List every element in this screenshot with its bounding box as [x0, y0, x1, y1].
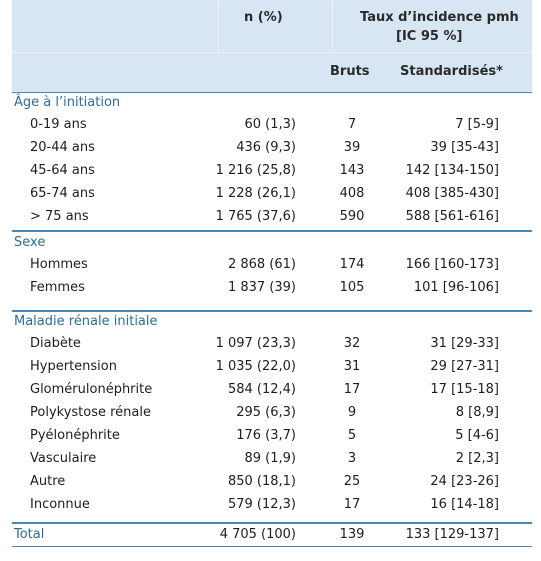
- row-label: Hypertension: [30, 359, 117, 374]
- header-divider: [12, 52, 532, 53]
- row-n: 295 (6,3): [236, 405, 296, 420]
- row-bruts: 590: [339, 209, 365, 224]
- row-label: Inconnue: [30, 497, 90, 512]
- row-standardises: 29 [27-31]: [430, 359, 499, 374]
- table-rule: [12, 546, 532, 547]
- table-row: Autre 850 (18,1) 25 24 [23-26]: [12, 470, 532, 493]
- row-n: 579 (12,3): [227, 497, 296, 512]
- row-label: Polykystose rénale: [30, 405, 151, 420]
- table-row: Polykystose rénale 295 (6,3) 9 8 [8,9]: [12, 401, 532, 424]
- table-row: Femmes 1 837 (39) 105 101 [96-106]: [12, 276, 532, 299]
- row-standardises: 24 [23-26]: [430, 474, 499, 489]
- row-label: Autre: [30, 474, 66, 489]
- table-row: Glomérulonéphrite 584 (12,4) 17 17 [15-18]: [12, 378, 532, 401]
- total-standardises: 133 [129-137]: [405, 527, 499, 542]
- table-row: Inconnue 579 (12,3) 17 16 [14-18]: [12, 493, 532, 516]
- row-n: 1 765 (37,6): [215, 209, 296, 224]
- col-n-header: n (%): [244, 10, 283, 25]
- row-standardises: 2 [2,3]: [455, 451, 499, 466]
- section-title: Maladie rénale initiale: [14, 314, 158, 329]
- total-n: 4 705 (100): [219, 527, 296, 542]
- table-row: Diabète 1 097 (23,3) 32 31 [29-33]: [12, 332, 532, 355]
- row-label: 65-74 ans: [30, 186, 95, 201]
- row-standardises: 142 [134-150]: [405, 163, 499, 178]
- row-standardises: 166 [160-173]: [405, 257, 499, 272]
- row-standardises: 7 [5-9]: [455, 117, 499, 132]
- row-standardises: 5 [4-6]: [455, 428, 499, 443]
- table-row: Hypertension 1 035 (22,0) 31 29 [27-31]: [12, 355, 532, 378]
- row-label: 45-64 ans: [30, 163, 95, 178]
- row-n: 1 216 (25,8): [215, 163, 296, 178]
- row-n: 1 228 (26,1): [215, 186, 296, 201]
- row-bruts: 3: [347, 451, 357, 466]
- row-label: > 75 ans: [30, 209, 89, 224]
- row-label: Diabète: [30, 336, 81, 351]
- row-label: Pyélonéphrite: [30, 428, 120, 443]
- row-n: 584 (12,4): [227, 382, 296, 397]
- table-row: Vasculaire 89 (1,9) 3 2 [2,3]: [12, 447, 532, 470]
- row-bruts: 31: [343, 359, 361, 374]
- col-taux-header: Taux d’incidence pmh: [360, 10, 519, 25]
- table-row: Pyélonéphrite 176 (3,7) 5 5 [4-6]: [12, 424, 532, 447]
- row-bruts: 174: [339, 257, 365, 272]
- total-label: Total: [14, 527, 45, 542]
- table-row: 65-74 ans 1 228 (26,1) 408 408 [385-430]: [12, 182, 532, 205]
- row-bruts: 408: [339, 186, 365, 201]
- col-bruts-header: Bruts: [330, 64, 370, 79]
- table-row: > 75 ans 1 765 (37,6) 590 588 [561-616]: [12, 205, 532, 228]
- row-bruts: 17: [343, 382, 361, 397]
- row-standardises: 39 [35-43]: [430, 140, 499, 155]
- table-header: n (%) Taux d’incidence pmh [IC 95 %] Bru…: [12, 0, 532, 92]
- total-row: Total 4 705 (100) 139 133 [129-137]: [12, 523, 532, 545]
- total-bruts: 139: [339, 527, 365, 542]
- table-rule: [12, 522, 532, 524]
- row-n: 436 (9,3): [236, 140, 296, 155]
- row-label: 20-44 ans: [30, 140, 95, 155]
- row-standardises: 8 [8,9]: [455, 405, 499, 420]
- row-label: Vasculaire: [30, 451, 97, 466]
- row-label: Hommes: [30, 257, 88, 272]
- row-bruts: 32: [343, 336, 361, 351]
- header-divider: [332, 0, 333, 52]
- table-row: 45-64 ans 1 216 (25,8) 143 142 [134-150]: [12, 159, 532, 182]
- row-n: 176 (3,7): [236, 428, 296, 443]
- row-standardises: 588 [561-616]: [405, 209, 499, 224]
- table-row: 0-19 ans 60 (1,3) 7 7 [5-9]: [12, 113, 532, 136]
- row-bruts: 5: [347, 428, 357, 443]
- row-bruts: 7: [347, 117, 357, 132]
- table-row: Hommes 2 868 (61) 174 166 [160-173]: [12, 253, 532, 276]
- col-standardises-header: Standardisés*: [400, 64, 503, 79]
- table-row: 20-44 ans 436 (9,3) 39 39 [35-43]: [12, 136, 532, 159]
- row-n: 1 035 (22,0): [215, 359, 296, 374]
- header-divider: [218, 0, 219, 52]
- row-bruts: 105: [339, 280, 365, 295]
- table-rule: [12, 92, 532, 93]
- table-rule: [12, 230, 532, 232]
- row-label: Femmes: [30, 280, 85, 295]
- row-standardises: 31 [29-33]: [430, 336, 499, 351]
- section-title: Âge à l’initiation: [14, 95, 121, 110]
- section-title: Sexe: [14, 235, 46, 250]
- row-bruts: 39: [343, 140, 361, 155]
- row-n: 2 868 (61): [227, 257, 296, 272]
- row-standardises: 16 [14-18]: [430, 497, 499, 512]
- incidence-table: n (%) Taux d’incidence pmh [IC 95 %] Bru…: [12, 0, 532, 550]
- row-n: 60 (1,3): [244, 117, 297, 132]
- row-standardises: 101 [96-106]: [413, 280, 499, 295]
- row-bruts: 9: [347, 405, 357, 420]
- row-label: 0-19 ans: [30, 117, 87, 132]
- row-n: 89 (1,9): [244, 451, 297, 466]
- row-standardises: 408 [385-430]: [405, 186, 499, 201]
- col-taux-ic-header: [IC 95 %]: [396, 29, 463, 44]
- row-bruts: 17: [343, 497, 361, 512]
- row-bruts: 25: [343, 474, 361, 489]
- row-n: 1 837 (39): [227, 280, 296, 295]
- row-n: 1 097 (23,3): [215, 336, 296, 351]
- table-rule: [12, 310, 532, 312]
- row-n: 850 (18,1): [227, 474, 296, 489]
- row-bruts: 143: [339, 163, 365, 178]
- row-standardises: 17 [15-18]: [430, 382, 499, 397]
- row-label: Glomérulonéphrite: [30, 382, 153, 397]
